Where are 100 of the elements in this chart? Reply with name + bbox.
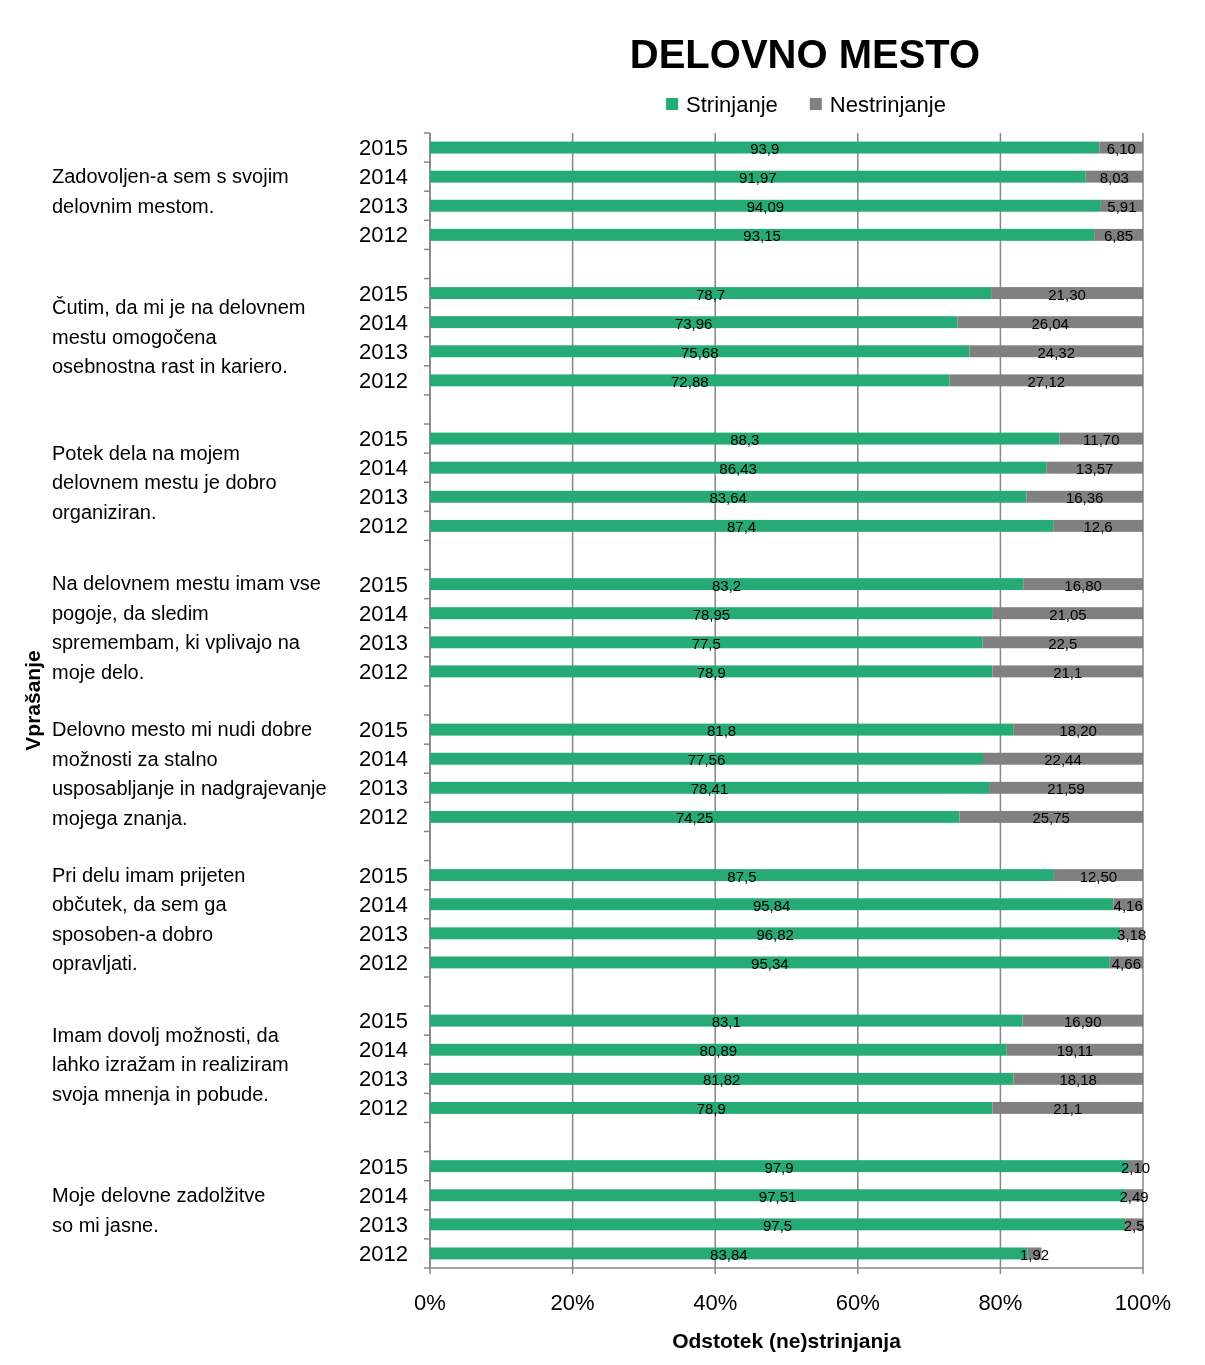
x-tick-label: 40% (693, 1289, 738, 1315)
y-tick-label: 2013 (359, 629, 408, 655)
bar (430, 578, 1024, 591)
y-tick-label: 2014 (359, 455, 408, 481)
data-label: 72,88 (671, 372, 709, 390)
data-label: 16,90 (1063, 1013, 1102, 1031)
data-label: 78,7 (695, 285, 726, 303)
data-label: 75,68 (681, 343, 719, 361)
y-tick-label: 2015 (359, 571, 408, 597)
y-tick-label: 2013 (359, 338, 408, 364)
text: Zadovoljen-a sem s svojim delovnim mestom. (52, 165, 289, 217)
y-tick-label: 2014 (359, 746, 408, 772)
y-tick-label: 2012 (359, 949, 408, 975)
y-tick-label: 2013 (359, 775, 408, 801)
text: Vprašanje (20, 650, 44, 751)
data-label: 83,1 (711, 1013, 741, 1031)
y-tick-label: 2012 (359, 1240, 408, 1266)
data-label: 83,2 (712, 576, 742, 594)
bar (430, 752, 983, 765)
bar (430, 141, 1100, 154)
bar (430, 374, 950, 387)
bar (430, 316, 958, 329)
y-tick-label: 2015 (359, 426, 408, 452)
data-label: 21,05 (1049, 605, 1087, 623)
bar (430, 665, 993, 678)
y-tick-label: 2015 (359, 862, 408, 888)
data-label: 12,50 (1079, 867, 1118, 885)
data-label: 8,03 (1099, 169, 1129, 187)
data-label: 87,4 (726, 518, 757, 536)
x-tick-label: 0% (414, 1289, 446, 1315)
bar (430, 432, 1060, 445)
data-label: 25,75 (1032, 809, 1070, 827)
y-tick-label: 2014 (359, 1182, 408, 1208)
chart-title: DELOVNO MESTO (629, 32, 981, 76)
bar (430, 199, 1101, 212)
data-label: 21,59 (1047, 780, 1085, 798)
data-label: 21,30 (1048, 285, 1086, 303)
data-label: 6,85 (1103, 227, 1134, 245)
data-label: 22,5 (1048, 634, 1078, 652)
y-tick-label: 2013 (359, 920, 408, 946)
bar (430, 1101, 993, 1114)
text: Imam dovolj možnosti, da lahko izražam in realiziram svoja mnenja in pobude. (52, 1023, 289, 1105)
x-tick-label: 20% (550, 1289, 595, 1315)
data-label: 78,41 (690, 780, 729, 798)
y-tick-label: 2014 (359, 1037, 408, 1063)
data-label: 4,16 (1113, 896, 1143, 914)
data-label: 97,5 (762, 1216, 793, 1234)
y-tick-label: 2015 (359, 135, 408, 161)
data-label: 78,95 (692, 605, 731, 623)
y-tick-label: 2012 (359, 513, 408, 539)
data-label: 16,80 (1064, 576, 1102, 594)
y-tick-label: 2014 (359, 600, 408, 626)
data-label: 19,11 (1056, 1042, 1094, 1060)
data-label: 22,44 (1044, 751, 1082, 769)
y-tick-label: 2015 (359, 717, 408, 743)
data-label: 87,5 (727, 867, 757, 885)
data-label: 80,89 (699, 1042, 738, 1060)
bar (430, 519, 1054, 532)
bar (430, 1218, 1126, 1231)
bar (430, 490, 1027, 503)
y-tick-label: 2012 (359, 367, 408, 393)
bar (430, 1043, 1007, 1056)
text: Čutim, da mi je na delovnem mestu omogočena osebnostna rast in kariero. (52, 296, 306, 378)
data-label: 95,84 (752, 896, 791, 914)
data-label: 88,3 (730, 431, 760, 449)
x-tick-label: 100% (1114, 1289, 1172, 1315)
data-label: 21,1 (1053, 1100, 1083, 1118)
data-label: 12,6 (1083, 518, 1113, 536)
bar (430, 1072, 1014, 1085)
text: Potek dela na mojem delovnem mestu je dobro organiziran. (52, 441, 277, 523)
data-label: 93,15 (743, 227, 781, 245)
text: Moje delovne zadolžitve so mi jasne. (52, 1184, 266, 1236)
text: Na delovnem mestu imam vse pogoje, da sledim spremembam, ki vplivajo na moje delo. (52, 572, 321, 683)
data-label: 96,82 (756, 925, 794, 943)
x-tick-label: 60% (835, 1289, 880, 1315)
data-label: 91,97 (739, 169, 777, 187)
bar (430, 781, 990, 794)
x-axis-title: Odstotek (ne)strinjanja (672, 1328, 902, 1352)
data-label: 97,51 (758, 1187, 797, 1205)
text: Pri delu imam prijeten občutek, da sem ga sposoben-a dobro opravljati. (52, 863, 246, 975)
data-label: 6,10 (1106, 140, 1136, 158)
bar (430, 636, 983, 649)
y-tick-label: 2014 (359, 164, 408, 190)
data-label: 13,57 (1075, 460, 1114, 478)
x-tick-label: 80% (978, 1289, 1023, 1315)
data-label: 24,32 (1037, 343, 1076, 361)
data-label: 81,8 (707, 722, 737, 740)
bar (430, 287, 992, 300)
data-label: 18,20 (1059, 722, 1097, 740)
data-label: 77,5 (691, 634, 721, 652)
y-tick-label: 2015 (359, 1008, 408, 1034)
data-label: 27,12 (1027, 372, 1066, 390)
data-label: 94,09 (746, 198, 785, 216)
bar (430, 345, 970, 358)
data-label: 81,82 (702, 1071, 741, 1089)
y-tick-label: 2012 (359, 1095, 408, 1121)
y-tick-label: 2013 (359, 193, 408, 219)
data-label: 95,34 (751, 954, 789, 972)
y-tick-label: 2015 (359, 1153, 408, 1179)
data-label: 5,91 (1107, 198, 1137, 216)
